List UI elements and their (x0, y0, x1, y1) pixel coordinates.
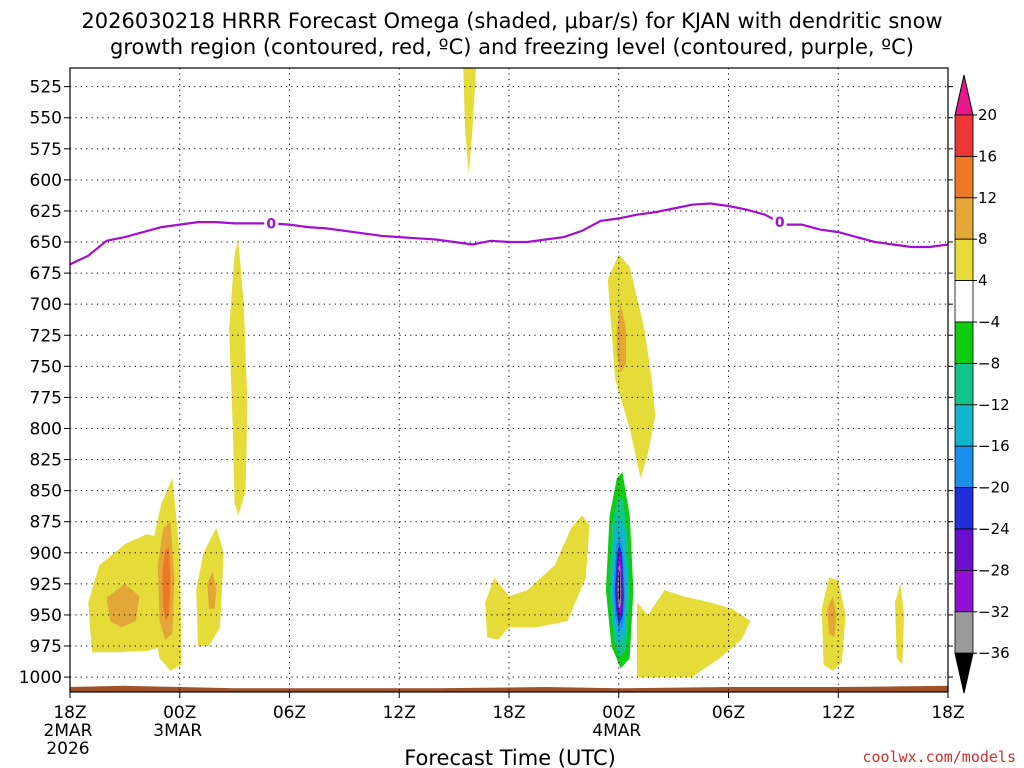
omega-area-down-08z (757, 279, 795, 441)
omega-area-down-16z-low (472, 428, 478, 485)
colorbar-swatch-4 (954, 238, 974, 281)
y-tick-label-675: 675 (30, 264, 62, 284)
x-axis-label: Forecast Time (UTC) (404, 746, 616, 768)
x-tick-label-6: 00Z (163, 703, 196, 723)
credit-text: coolwx.com/models (862, 748, 1016, 766)
terrain-strip (70, 685, 948, 692)
y-tick-label-825: 825 (30, 451, 62, 471)
omega-area-upward-column-3z (229, 239, 248, 516)
y-tick-label-550: 550 (30, 109, 62, 129)
colorbar-label-6: −8 (978, 354, 1000, 372)
colorbar-swatch-11 (954, 528, 974, 571)
freezing-level-label-1: 0 (266, 216, 276, 232)
omega-area-upward-sfc-15z (895, 583, 905, 665)
colorbar-swatch-9 (954, 445, 974, 489)
chart-title-line-2: growth region (contoured, red, ºC) and f… (110, 35, 914, 59)
x-tick-label-30: 00Z (602, 703, 635, 723)
y-tick-label-600: 600 (30, 171, 62, 191)
colorbar-label-11: −28 (978, 561, 1010, 579)
colorbar-swatch-8 (954, 404, 974, 447)
omega-area-upward-sfc-4mar (637, 590, 751, 678)
colorbar-swatch-6 (954, 321, 974, 364)
colorbar-label-4: 4 (978, 272, 988, 290)
omega-descent-core-10 (618, 571, 621, 603)
y-tick-label-800: 800 (30, 419, 62, 439)
x-tick-date-6: 3MAR (153, 721, 202, 741)
omega-area-upward-mid-00z-core (616, 304, 627, 373)
omega-area-upward-sfc-12z-core (827, 596, 837, 638)
colorbar-label-10: −24 (978, 520, 1010, 538)
y-tick-label-525: 525 (30, 78, 62, 98)
colorbar-label-7: −12 (978, 396, 1010, 414)
colorbar-label-5: −4 (978, 313, 1000, 331)
colorbar-swatch-3 (954, 197, 974, 240)
colorbar-swatch-5 (954, 280, 974, 323)
freezing-level-label-2: 0 (775, 215, 785, 231)
x-tick-label-0: 18Z (53, 703, 86, 723)
colorbar-label-13: −36 (978, 644, 1010, 662)
y-tick-label-625: 625 (30, 202, 62, 222)
colorbar-label-3: 8 (978, 230, 988, 248)
grid-layer (69, 68, 949, 692)
y-tick-label-900: 900 (30, 544, 62, 564)
axis-tick-layer: 525 550 575 600 625 650 675 700 725 750 775 800 825 8… (19, 78, 965, 759)
colorbar-swatch-12 (954, 570, 974, 613)
colorbar-swatch-2 (954, 155, 974, 199)
omega-area-upward-sfc-a-core (106, 583, 140, 628)
y-tick-label-725: 725 (30, 326, 62, 346)
omega-area-down-14z (873, 217, 883, 348)
y-tick-label-575: 575 (30, 140, 62, 160)
colorbar-swatch-1 (954, 114, 974, 157)
x-tick-date-0: 2MAR (44, 721, 93, 741)
x-tick-year-0: 2026 (46, 739, 89, 759)
omega-area-down-15z (452, 210, 462, 373)
omega-area-down-03z (693, 314, 700, 392)
colorbar-label-1: 16 (978, 147, 997, 165)
colorbar-top-arrow (954, 74, 974, 116)
y-tick-label-700: 700 (30, 295, 62, 315)
colorbar-swatch-13 (954, 611, 974, 654)
omega-shading-layer (70, 68, 948, 692)
x-tick-label-18: 12Z (383, 703, 416, 723)
omega-area-down-upper-03z (234, 68, 237, 81)
omega-area-down-19z-box (540, 418, 555, 454)
colorbar-label-8: −16 (978, 437, 1010, 455)
colorbar-swatch-7 (954, 362, 974, 406)
colorbar-label-12: −32 (978, 603, 1010, 621)
x-tick-label-12: 06Z (273, 703, 306, 723)
y-tick-label-975: 975 (30, 637, 62, 657)
y-tick-label-1000: 1000 (19, 668, 62, 688)
omega-area-down-11z (395, 242, 409, 423)
omega-area-upward-sfc-c-core (207, 571, 217, 609)
y-tick-label-750: 750 (30, 357, 62, 377)
colorbar-label-9: −20 (978, 479, 1010, 497)
y-tick-label-925: 925 (30, 575, 62, 595)
freezing-label-bg-1 (264, 214, 279, 231)
colorbar-label-2: 12 (978, 189, 997, 207)
x-tick-label-24: 18Z (492, 703, 525, 723)
colorbar-label-0: 20 (978, 106, 997, 124)
x-tick-label-42: 12Z (822, 703, 855, 723)
x-tick-label-36: 06Z (712, 703, 745, 723)
y-tick-label-650: 650 (30, 233, 62, 253)
chart-title-line-1: 2026030218 HRRR Forecast Omega (shaded, … (81, 9, 942, 33)
x-tick-label-48: 18Z (931, 703, 964, 723)
y-tick-label-850: 850 (30, 482, 62, 502)
colorbar-bottom-arrow (954, 652, 974, 694)
y-tick-label-875: 875 (30, 513, 62, 533)
colorbar-swatch-10 (954, 487, 974, 530)
colorbar: 20 16 12 8 4 −4 −8 −12 −16 −20 −24 −28 −32 −36 (954, 74, 1010, 694)
omega-area-upward-upper-16z (463, 68, 477, 174)
y-tick-label-775: 775 (30, 388, 62, 408)
x-tick-date-30: 4MAR (592, 721, 641, 741)
freezing-label-bg-2 (772, 213, 787, 230)
omega-area-upward-sfc-17z (485, 515, 590, 640)
freezing-level-line (69, 202, 949, 266)
omega-area-upward-sfc-b-peak (162, 546, 171, 622)
y-tick-label-950: 950 (30, 606, 62, 626)
